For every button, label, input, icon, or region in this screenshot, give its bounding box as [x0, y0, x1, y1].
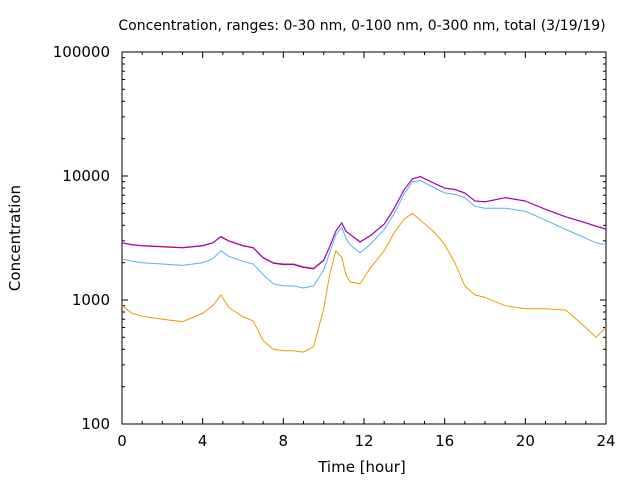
x-tick-label: 16 [435, 432, 454, 450]
series-line-4 [121, 212, 607, 353]
series-line-3 [121, 180, 607, 289]
x-tick-label: 8 [279, 432, 289, 450]
y-axis-tick-labels: 100 1000 10000 100000 [53, 43, 110, 433]
y-tick-label: 100 [81, 415, 110, 433]
series-lines [121, 176, 607, 353]
x-tick-label: 20 [516, 432, 535, 450]
series-line-2 [121, 176, 607, 270]
x-tick-label: 4 [198, 432, 208, 450]
x-axis-tick-labels: 0 4 8 12 16 20 24 [117, 432, 615, 450]
y-tick-label: 100000 [53, 43, 110, 61]
axis-ticks [121, 51, 607, 425]
y-axis-title: Concentration [6, 185, 24, 291]
x-tick-label: 24 [596, 432, 615, 450]
y-tick-label: 1000 [72, 291, 110, 309]
x-axis-title: Time [hour] [317, 458, 406, 476]
y-tick-label: 10000 [62, 167, 110, 185]
chart-title: Concentration, ranges: 0-30 nm, 0-100 nm… [118, 18, 605, 34]
x-tick-label: 0 [117, 432, 127, 450]
plot-area-frame [121, 51, 607, 425]
series-line-1 [121, 176, 607, 269]
x-tick-label: 12 [354, 432, 373, 450]
